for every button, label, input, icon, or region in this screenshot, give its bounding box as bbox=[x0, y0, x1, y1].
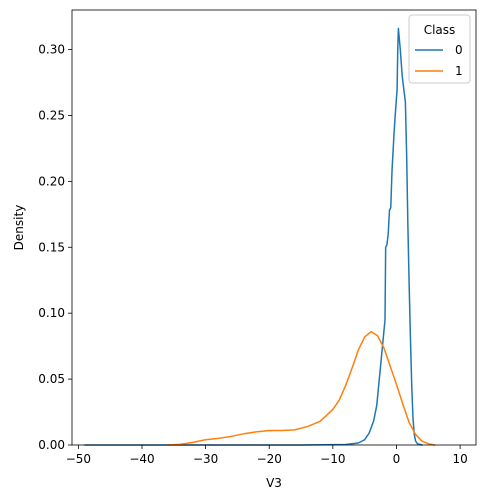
x-axis-label: V3 bbox=[266, 476, 282, 490]
series-line-0 bbox=[83, 27, 423, 446]
y-axis-label: Density bbox=[12, 205, 26, 251]
x-axis: −50 −40 −30 −20 −10 0 10 bbox=[66, 445, 468, 466]
y-tick-label: 0.10 bbox=[38, 306, 65, 320]
y-tick-label: 0.00 bbox=[38, 438, 65, 452]
y-axis: 0.00 0.05 0.10 0.15 0.20 0.25 0.30 bbox=[38, 43, 72, 452]
x-tick-label: −30 bbox=[193, 452, 218, 466]
x-tick-label: −50 bbox=[66, 452, 91, 466]
legend-box bbox=[408, 14, 471, 84]
legend: Class 0 1 bbox=[408, 14, 471, 84]
legend-label-0: 0 bbox=[455, 43, 463, 57]
y-tick-label: 0.25 bbox=[38, 108, 65, 122]
y-tick-label: 0.30 bbox=[38, 43, 65, 57]
y-tick-label: 0.15 bbox=[38, 240, 65, 254]
x-tick-label: 0 bbox=[393, 452, 401, 466]
plot-frame bbox=[71, 9, 477, 446]
y-tick-label: 0.05 bbox=[38, 372, 65, 386]
x-tick-label: −40 bbox=[129, 452, 154, 466]
x-tick-label: 10 bbox=[452, 452, 467, 466]
y-tick-label: 0.20 bbox=[38, 174, 65, 188]
series-layer bbox=[83, 27, 436, 446]
x-tick-label: −20 bbox=[257, 452, 282, 466]
series-line-1 bbox=[166, 330, 436, 446]
legend-title: Class bbox=[424, 23, 456, 37]
x-tick-label: −10 bbox=[320, 452, 345, 466]
legend-label-1: 1 bbox=[455, 64, 463, 78]
